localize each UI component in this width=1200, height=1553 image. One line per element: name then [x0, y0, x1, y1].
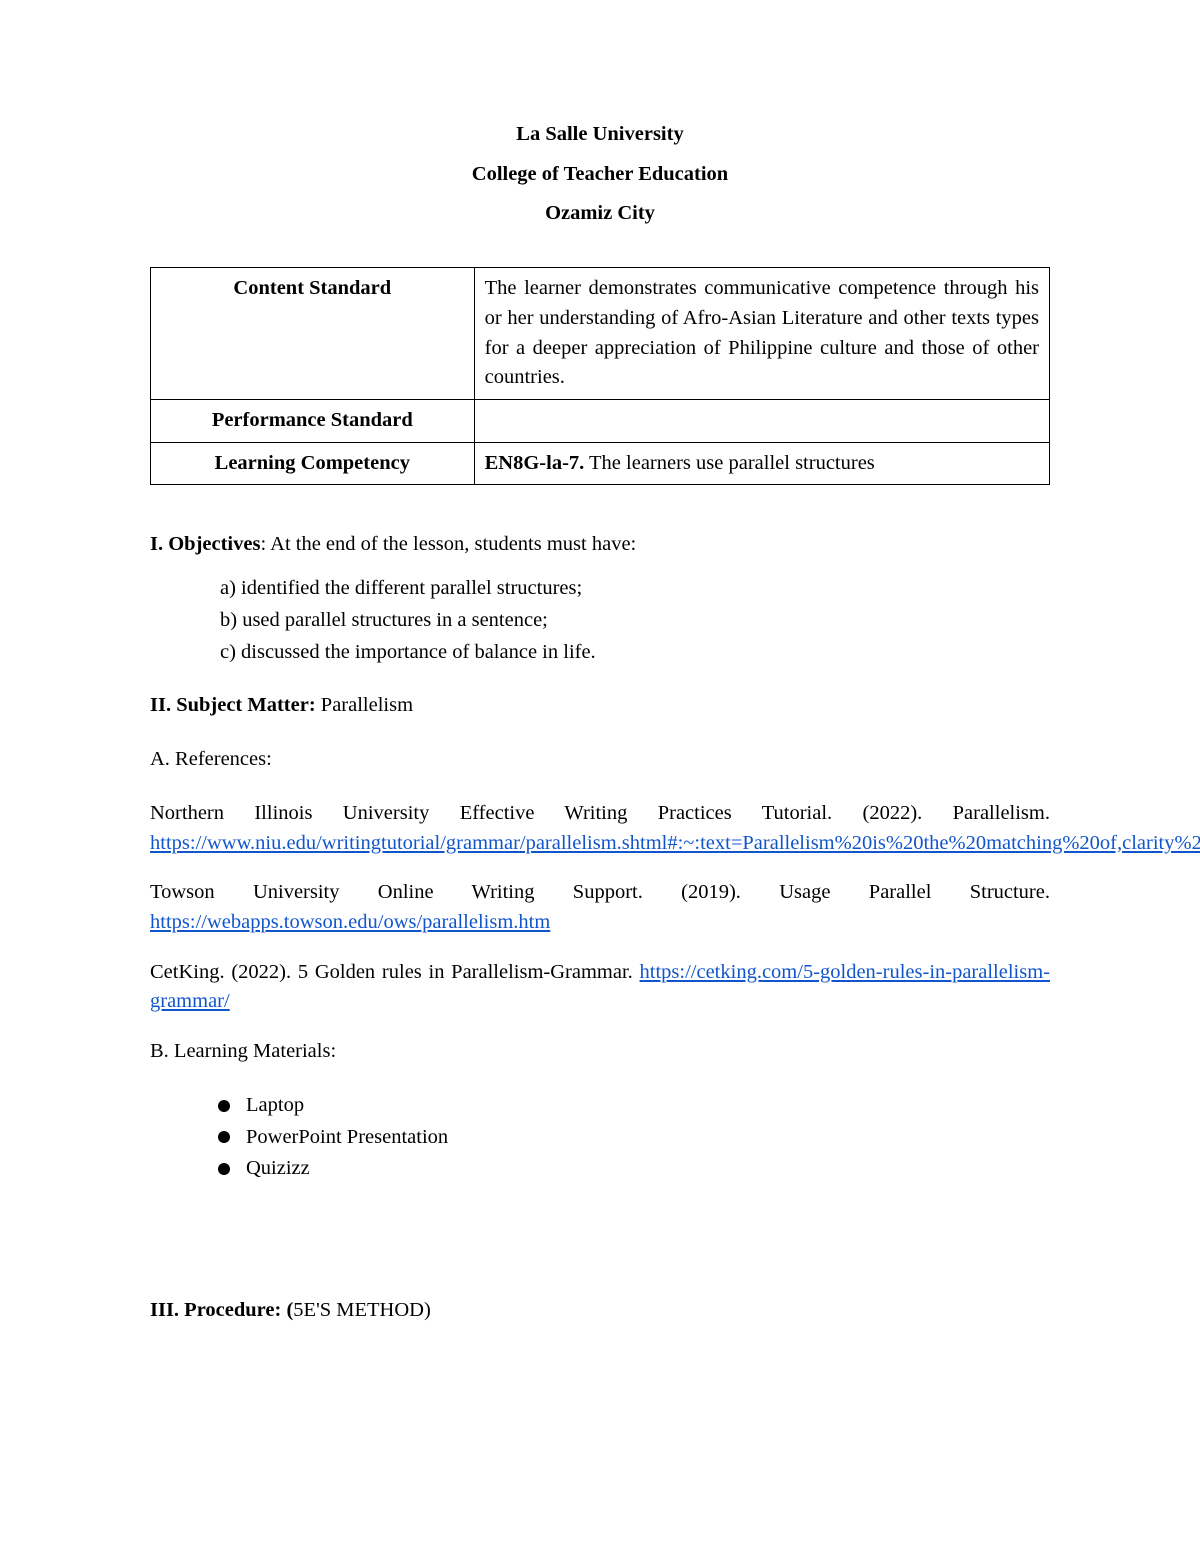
subject-matter-value: Parallelism [316, 694, 413, 716]
reference-2-link[interactable]: https://webapps.towson.edu/ows/paralleli… [150, 911, 550, 933]
reference-1-text: Northern Illinois University Effective W… [150, 799, 1050, 829]
list-item: Laptop [218, 1091, 1050, 1121]
subject-matter-section: II. Subject Matter: Parallelism [150, 691, 1050, 721]
list-item: Quizizz [218, 1154, 1050, 1184]
bullet-icon [218, 1100, 230, 1112]
bullet-icon [218, 1163, 230, 1175]
competency-code: EN8G-la-7. [485, 452, 585, 474]
objectives-heading: I. Objectives [150, 533, 260, 555]
procedure-heading: III. Procedure: ( [150, 1299, 293, 1321]
reference-3-text: CetKing. (2022). 5 Golden rules in Paral… [150, 961, 640, 983]
college-name: College of Teacher Education [150, 160, 1050, 190]
reference-2-text: Towson University Online Writing Support… [150, 878, 1050, 908]
material-item: Quizizz [246, 1154, 310, 1184]
list-item: c) discussed the importance of balance i… [220, 638, 1050, 668]
procedure-section: III. Procedure: (5E'S METHOD) [150, 1296, 1050, 1326]
material-item: Laptop [246, 1091, 304, 1121]
materials-list: Laptop PowerPoint Presentation Quizizz [218, 1091, 1050, 1184]
competency-text: The learners use parallel structures [584, 452, 874, 474]
list-item: a) identified the different parallel str… [220, 574, 1050, 604]
materials-heading: B. Learning Materials: [150, 1037, 1050, 1067]
city-name: Ozamiz City [150, 199, 1050, 229]
learning-competency-desc: EN8G-la-7. The learners use parallel str… [474, 442, 1049, 485]
bullet-icon [218, 1131, 230, 1143]
objectives-list: a) identified the different parallel str… [220, 574, 1050, 667]
reference-1: Northern Illinois University Effective W… [150, 799, 1050, 858]
reference-2: Towson University Online Writing Support… [150, 878, 1050, 937]
subject-matter-heading: II. Subject Matter: [150, 694, 316, 716]
references-heading: A. References: [150, 745, 1050, 775]
table-row: Content Standard The learner demonstrate… [151, 268, 1050, 400]
university-name: La Salle University [150, 120, 1050, 150]
standards-table: Content Standard The learner demonstrate… [150, 267, 1050, 485]
objectives-intro: : At the end of the lesson, students mus… [260, 533, 636, 555]
content-standard-label: Content Standard [151, 268, 475, 400]
list-item: b) used parallel structures in a sentenc… [220, 606, 1050, 636]
material-item: PowerPoint Presentation [246, 1123, 448, 1153]
performance-standard-label: Performance Standard [151, 400, 475, 443]
learning-competency-label: Learning Competency [151, 442, 475, 485]
list-item: PowerPoint Presentation [218, 1123, 1050, 1153]
procedure-method: 5E'S METHOD) [293, 1299, 431, 1321]
content-standard-desc: The learner demonstrates communicative c… [474, 268, 1049, 400]
performance-standard-desc [474, 400, 1049, 443]
table-row: Performance Standard [151, 400, 1050, 443]
reference-1-link[interactable]: https://www.niu.edu/writingtutorial/gram… [150, 832, 1200, 854]
document-header: La Salle University College of Teacher E… [150, 120, 1050, 229]
table-row: Learning Competency EN8G-la-7. The learn… [151, 442, 1050, 485]
objectives-section: I. Objectives: At the end of the lesson,… [150, 530, 1050, 667]
reference-3: CetKing. (2022). 5 Golden rules in Paral… [150, 958, 1050, 1017]
